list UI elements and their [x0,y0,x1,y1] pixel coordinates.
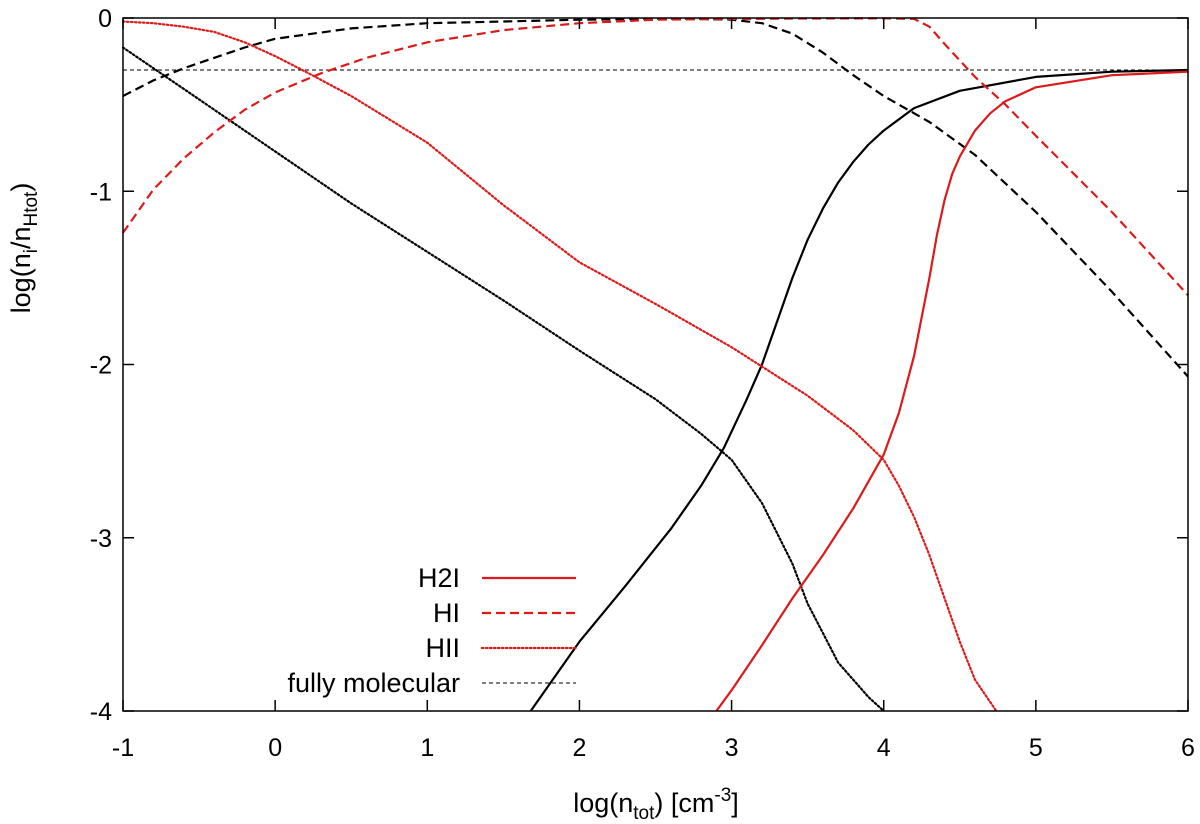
series-black-hii [121,46,885,713]
x-tick-label: -1 [112,734,134,762]
x-tick-label: 1 [420,734,434,762]
x-tick-label: 5 [1029,734,1043,762]
x-tick-label: 0 [268,734,282,762]
axis-ticks: -1 0 1 2 3 4 5 6 0 -1 -2 -3 -4 [90,5,1195,762]
y-axis-title: log(ni/nHtot) [6,183,42,314]
series-red-h2i [715,70,1189,712]
plot-frame [122,17,1189,712]
legend-label-hii: HII [425,633,460,663]
y-tick-label: -2 [90,352,112,380]
x-tick-label: 4 [877,734,891,762]
series-layer [121,17,1189,713]
legend-label-fully-molecular: fully molecular [287,668,460,698]
x-tick-label: 2 [572,734,586,762]
series-red-hi [122,17,1189,296]
legend-label-hi: HI [433,598,460,628]
x-tick-label: 3 [725,734,739,762]
x-tick-label: 6 [1181,734,1195,762]
legend-label-h2i: H2I [418,563,460,593]
y-tick-label: -1 [90,178,112,206]
series-red-hii [121,20,998,713]
legend: H2I HI HII fully molecular [287,563,578,698]
series-black-hi [122,17,1189,378]
series-black-h2i [529,68,1189,712]
y-tick-label: -4 [90,698,112,726]
y-tick-label: -3 [90,525,112,553]
y-tick-label: 0 [98,5,112,33]
x-axis-title: log(ntot) [cm-3] [573,785,739,824]
